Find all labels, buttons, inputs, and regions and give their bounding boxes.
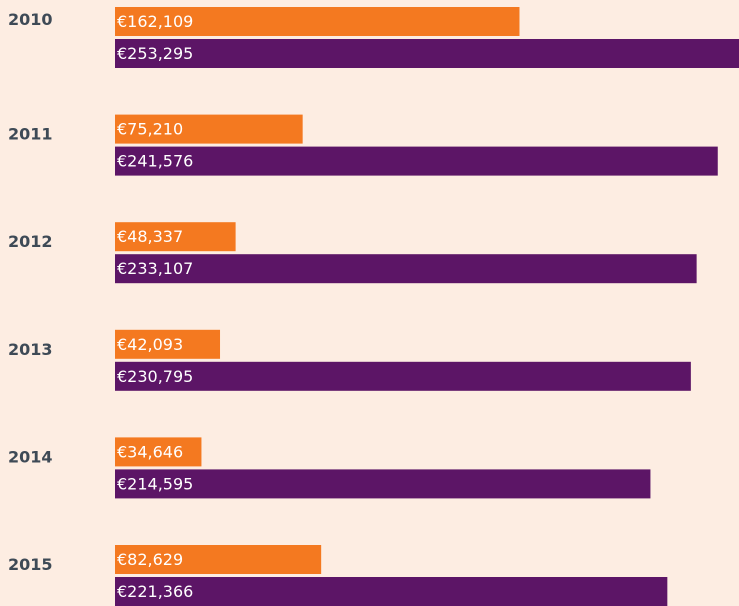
bar: [115, 146, 718, 176]
value-label: €221,366: [117, 582, 193, 601]
value-label: €48,337: [117, 227, 183, 246]
bar: [115, 437, 202, 467]
value-label: €230,795: [117, 367, 193, 386]
year-label: 2014: [8, 447, 53, 466]
year-label: 2011: [8, 125, 53, 144]
bar: [115, 329, 221, 359]
year-label: 2013: [8, 340, 53, 359]
value-label: €34,646: [117, 442, 183, 461]
bar: [115, 469, 651, 499]
year-label: 2012: [8, 232, 53, 251]
value-label: €214,595: [117, 474, 193, 493]
value-label: €42,093: [117, 335, 183, 354]
bar: [115, 7, 520, 36]
bar: [115, 577, 668, 606]
bar: [115, 361, 691, 391]
value-label: €253,295: [117, 44, 193, 63]
value-label: €233,107: [117, 259, 193, 278]
value-label: €82,629: [117, 550, 183, 569]
bar: [115, 254, 697, 284]
bar: [115, 222, 236, 252]
bar: [115, 39, 739, 68]
bar: [115, 545, 322, 574]
bar: [115, 114, 303, 144]
value-label: €75,210: [117, 120, 183, 139]
year-label: 2015: [8, 555, 53, 574]
value-label: €241,576: [117, 152, 193, 171]
value-label: €162,109: [117, 12, 193, 31]
year-label: 2010: [8, 10, 53, 29]
